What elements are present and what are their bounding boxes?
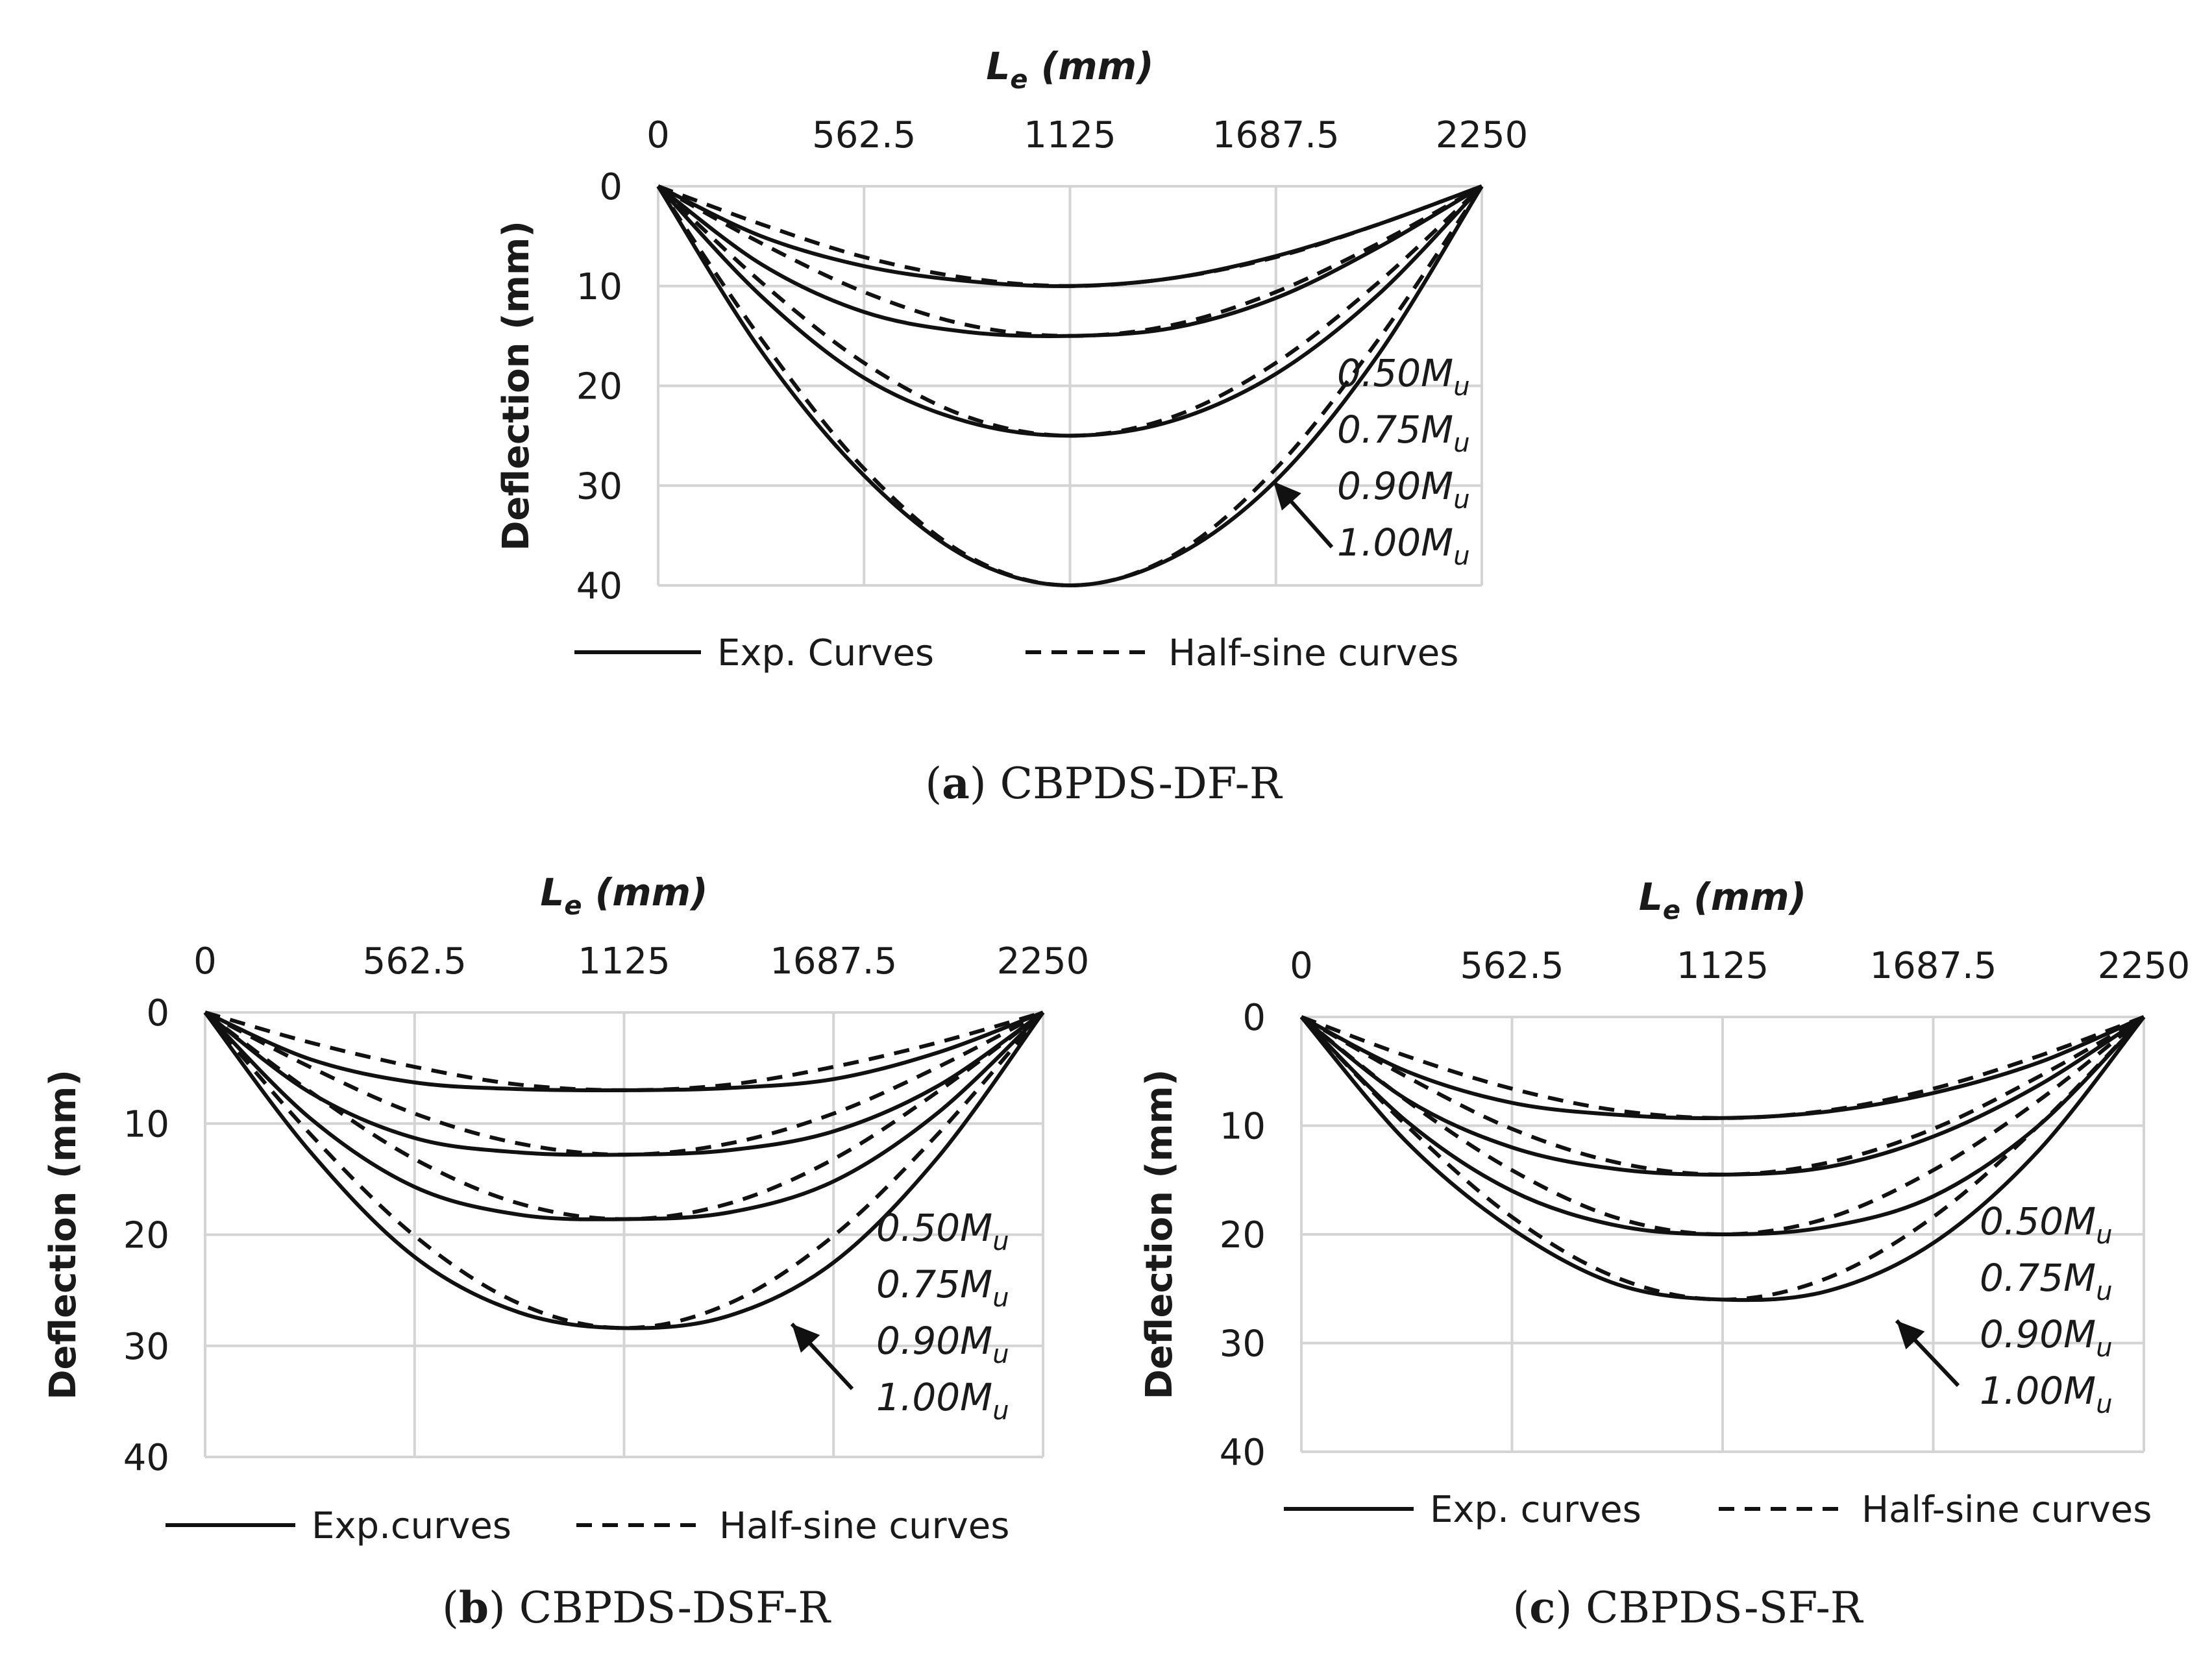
x-tick-label: 1687.5 — [1212, 114, 1340, 156]
arrow-head-icon — [1897, 1321, 1925, 1350]
x-tick-label: 0 — [193, 940, 217, 983]
exp-curve — [656, 185, 1484, 588]
y-tick-label: 10 — [1220, 1106, 1266, 1148]
subfigure-caption: (c) CBPDS-SF-R — [1513, 1582, 1864, 1633]
y-axis-title: Deflection (mm) — [1138, 1070, 1181, 1400]
chart-a: 0 562.5 1125 1687.5 2250 0 10 20 30 40 Le (mm) Defl… — [495, 44, 1528, 809]
y-tick-label: 30 — [1220, 1323, 1266, 1365]
subfigure-caption: (b) CBPDS-DSF-R — [442, 1582, 831, 1633]
load-level-label: 0.90Mu — [1980, 1312, 2113, 1363]
x-tick-label: 0 — [646, 114, 670, 156]
load-level-label: 0.75Mu — [1337, 408, 1470, 458]
chart-b: 0 562.5 1125 1687.5 2250 0 10 20 30 40 Le (mm) Defl… — [42, 870, 1089, 1633]
x-tick-label: 2250 — [1436, 114, 1529, 156]
y-tick-label: 40 — [576, 565, 622, 607]
y-axis-title: Deflection (mm) — [495, 221, 537, 551]
half-sine-curve — [657, 184, 1483, 288]
y-tick-label: 30 — [123, 1326, 169, 1368]
legend-dashed-label: Half-sine curves — [1862, 1489, 2152, 1531]
half-sine-curve — [203, 1011, 1045, 1330]
y-tick-label: 20 — [123, 1215, 169, 1257]
load-level-label: 0.90Mu — [1337, 464, 1470, 515]
x-tick-label: 562.5 — [363, 940, 467, 983]
y-tick-label: 10 — [123, 1103, 169, 1145]
exp-curve — [203, 1011, 1045, 1330]
legend-dashed-label: Half-sine curves — [719, 1505, 1009, 1547]
half-sine-curve — [1300, 1015, 2145, 1237]
subfigure-caption: (a) CBPDS-DF-R — [925, 758, 1283, 809]
y-axis-title: Deflection (mm) — [42, 1070, 84, 1400]
x-tick-label: 0 — [1290, 945, 1313, 987]
legend-solid-label: Exp.curves — [312, 1505, 511, 1547]
y-tick-label: 20 — [576, 366, 622, 408]
load-level-label: 1.00Mu — [1337, 520, 1470, 571]
half-sine-curve — [656, 184, 1484, 438]
x-tick-label: 1125 — [1024, 114, 1116, 156]
x-axis-title: Le (mm) — [540, 870, 707, 921]
load-level-label: 0.50Mu — [1337, 351, 1470, 402]
y-tick-label: 30 — [576, 465, 622, 508]
x-axis-title: Le (mm) — [986, 44, 1153, 95]
y-tick-label: 40 — [1220, 1432, 1266, 1474]
exp-curve — [1300, 1015, 2145, 1120]
y-tick-label: 10 — [576, 266, 622, 308]
half-sine-curve — [656, 185, 1484, 588]
half-sine-curve — [1300, 1015, 2145, 1120]
x-tick-label: 562.5 — [1460, 945, 1564, 987]
arrow-head-icon — [1273, 482, 1301, 511]
x-tick-label: 1125 — [578, 940, 670, 983]
y-tick-label: 20 — [1220, 1214, 1266, 1256]
x-tick-label: 1687.5 — [1870, 945, 1997, 987]
x-tick-label: 2250 — [2098, 945, 2191, 987]
half-sine-curve — [1300, 1015, 2145, 1177]
half-sine-curve — [204, 1010, 1044, 1157]
x-tick-label: 1687.5 — [770, 940, 897, 983]
load-level-label: 1.00Mu — [1980, 1369, 2113, 1419]
load-level-label: 0.50Mu — [876, 1206, 1009, 1256]
arrow-head-icon — [792, 1324, 820, 1353]
load-level-label: 0.50Mu — [1980, 1199, 2113, 1250]
y-tick-label: 40 — [123, 1437, 169, 1479]
y-tick-label: 0 — [599, 166, 622, 208]
load-level-label: 1.00Mu — [876, 1375, 1009, 1426]
load-level-label: 0.90Mu — [876, 1319, 1009, 1369]
load-level-label: 0.75Mu — [1980, 1256, 2113, 1306]
x-axis-title: Le (mm) — [1639, 875, 1806, 925]
load-level-label: 0.75Mu — [876, 1262, 1009, 1313]
x-tick-label: 2250 — [997, 940, 1090, 983]
half-sine-curve — [204, 1010, 1044, 1092]
x-tick-label: 562.5 — [812, 114, 916, 156]
legend-dashed-label: Half-sine curves — [1168, 632, 1458, 674]
half-sine-curve — [204, 1010, 1044, 1221]
legend-solid-label: Exp. Curves — [717, 632, 934, 674]
half-sine-curve — [657, 184, 1483, 338]
y-tick-label: 0 — [146, 992, 169, 1034]
y-tick-label: 0 — [1242, 997, 1266, 1039]
chart-c: 0 562.5 1125 1687.5 2250 0 10 20 30 40 Le (mm) Defl… — [1138, 875, 2190, 1633]
half-sine-curve — [1299, 1015, 2146, 1302]
legend-solid-label: Exp. curves — [1430, 1489, 1641, 1531]
x-tick-label: 1125 — [1677, 945, 1769, 987]
